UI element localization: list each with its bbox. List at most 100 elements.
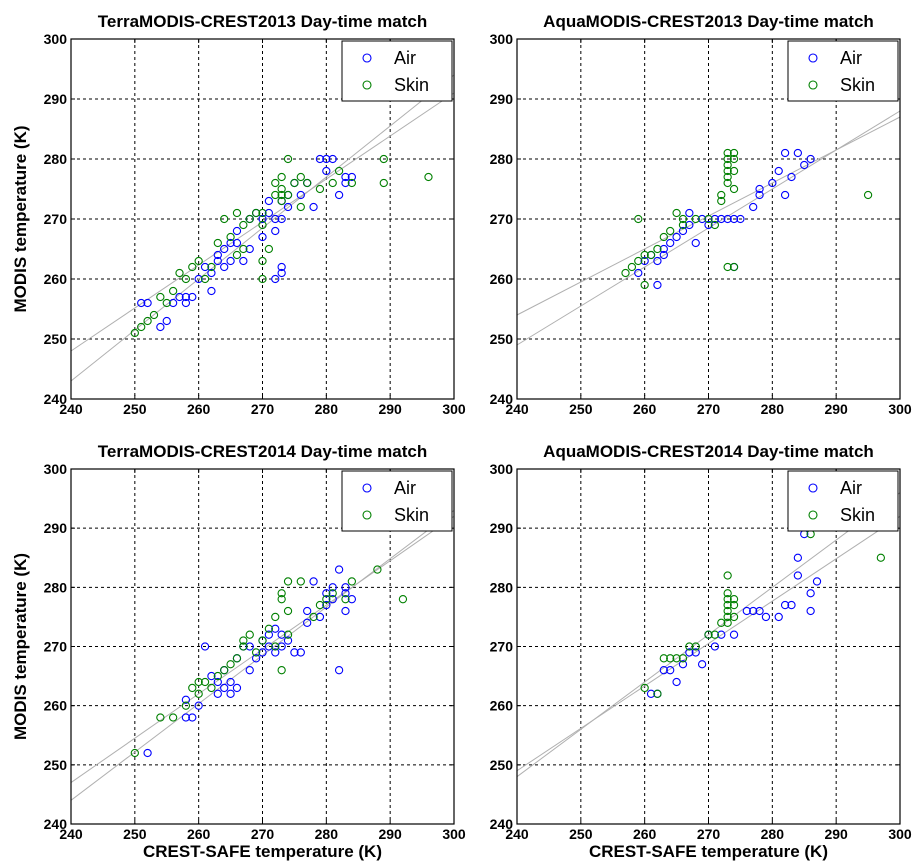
data-point-air	[717, 214, 726, 224]
x-tick-label: 280	[315, 401, 339, 417]
data-point-air	[640, 256, 649, 266]
legend-label-air: Air	[394, 48, 416, 68]
legend-label-skin: Skin	[840, 505, 875, 525]
x-tick-label: 290	[824, 826, 848, 842]
data-point-skin	[322, 595, 331, 604]
data-point-skin	[723, 595, 732, 604]
data-point-skin	[672, 208, 681, 218]
y-tick-label: 250	[44, 331, 68, 347]
data-point-air	[749, 202, 758, 212]
y-tick-label: 270	[44, 211, 68, 227]
data-point-skin	[283, 630, 293, 639]
data-point-air	[181, 298, 191, 308]
data-point-air	[806, 589, 815, 598]
x-tick-label: 250	[569, 826, 593, 842]
data-point-air	[296, 648, 305, 657]
data-point-air	[749, 606, 758, 616]
data-point-air	[232, 238, 242, 248]
data-point-skin	[723, 262, 732, 272]
y-axis-label: MODIS temperature (K)	[11, 553, 30, 740]
chart-title: AquaMODIS-CREST2014 Day-time match	[543, 442, 874, 461]
data-point-air	[697, 214, 707, 224]
data-point-air	[207, 286, 216, 296]
data-point-air	[761, 612, 771, 622]
data-point-air	[181, 713, 191, 722]
data-point-skin	[691, 642, 700, 651]
data-point-skin	[245, 214, 254, 224]
data-point-skin	[723, 148, 732, 158]
data-point-air	[232, 683, 242, 693]
x-tick-label: 270	[697, 826, 721, 842]
data-point-air	[328, 583, 337, 592]
data-point-air	[137, 298, 146, 308]
data-point-skin	[232, 208, 242, 218]
y-tick-label: 280	[490, 579, 514, 595]
data-point-skin	[634, 256, 643, 266]
data-point-skin	[194, 677, 203, 687]
data-point-air	[341, 589, 350, 598]
data-point-air	[800, 160, 809, 170]
x-tick-label: 240	[505, 401, 529, 417]
data-point-skin	[315, 184, 325, 194]
data-point-air	[334, 190, 344, 200]
data-point-skin	[315, 600, 325, 610]
data-point-skin	[729, 600, 739, 610]
data-point-air	[290, 648, 299, 657]
data-point-air	[200, 262, 210, 272]
data-point-air	[232, 226, 242, 236]
data-point-skin	[181, 274, 191, 284]
data-point-air	[322, 589, 331, 598]
x-tick-label: 300	[442, 826, 466, 842]
data-point-air	[793, 571, 803, 580]
data-point-skin	[194, 256, 203, 266]
data-point-air	[175, 292, 184, 302]
data-point-air	[309, 202, 318, 212]
data-point-skin	[283, 606, 293, 616]
data-point-skin	[168, 286, 178, 296]
fit-line	[70, 92, 455, 352]
data-point-skin	[309, 612, 318, 622]
data-point-air	[685, 220, 694, 230]
data-point-skin	[646, 250, 656, 260]
y-tick-label: 250	[490, 757, 514, 773]
legend-marker-air	[362, 53, 372, 63]
data-point-air	[245, 666, 254, 675]
legend-box	[341, 470, 453, 532]
data-point-skin	[685, 642, 694, 651]
data-point-skin	[220, 214, 229, 224]
y-tick-label: 260	[490, 271, 514, 287]
data-point-skin	[296, 202, 305, 212]
x-tick-label: 240	[59, 401, 83, 417]
data-point-skin	[258, 274, 267, 284]
data-point-skin	[640, 250, 649, 260]
data-point-air	[220, 683, 229, 693]
data-point-air	[296, 190, 305, 200]
fit-line	[70, 510, 455, 801]
legend: Air Skin	[341, 40, 453, 102]
legend-label-skin: Skin	[394, 505, 429, 525]
panel-aqua-2014: 240 250 260 270 280 290 300 240 250 260 270 280 290 3…	[490, 442, 912, 861]
legend: Air Skin	[341, 470, 453, 532]
data-point-air	[653, 256, 662, 266]
data-point-air	[226, 677, 235, 687]
data-point-skin	[200, 274, 210, 284]
data-point-skin	[717, 618, 726, 627]
data-point-skin	[640, 683, 649, 693]
data-point-air	[283, 636, 293, 645]
data-point-air	[245, 244, 254, 254]
x-tick-label: 240	[505, 826, 529, 842]
data-point-skin	[640, 280, 649, 290]
data-point-air	[729, 630, 739, 639]
data-point-air	[213, 256, 222, 266]
data-point-skin	[258, 220, 267, 230]
y-tick-label: 240	[44, 816, 68, 832]
data-point-air	[780, 600, 790, 610]
data-point-skin	[723, 600, 732, 610]
data-point-air	[678, 660, 688, 669]
data-point-skin	[156, 292, 165, 302]
data-point-skin	[723, 571, 732, 580]
data-point-skin	[723, 160, 732, 170]
data-point-skin	[876, 553, 885, 562]
data-point-skin	[271, 642, 280, 651]
data-point-skin	[264, 624, 274, 633]
